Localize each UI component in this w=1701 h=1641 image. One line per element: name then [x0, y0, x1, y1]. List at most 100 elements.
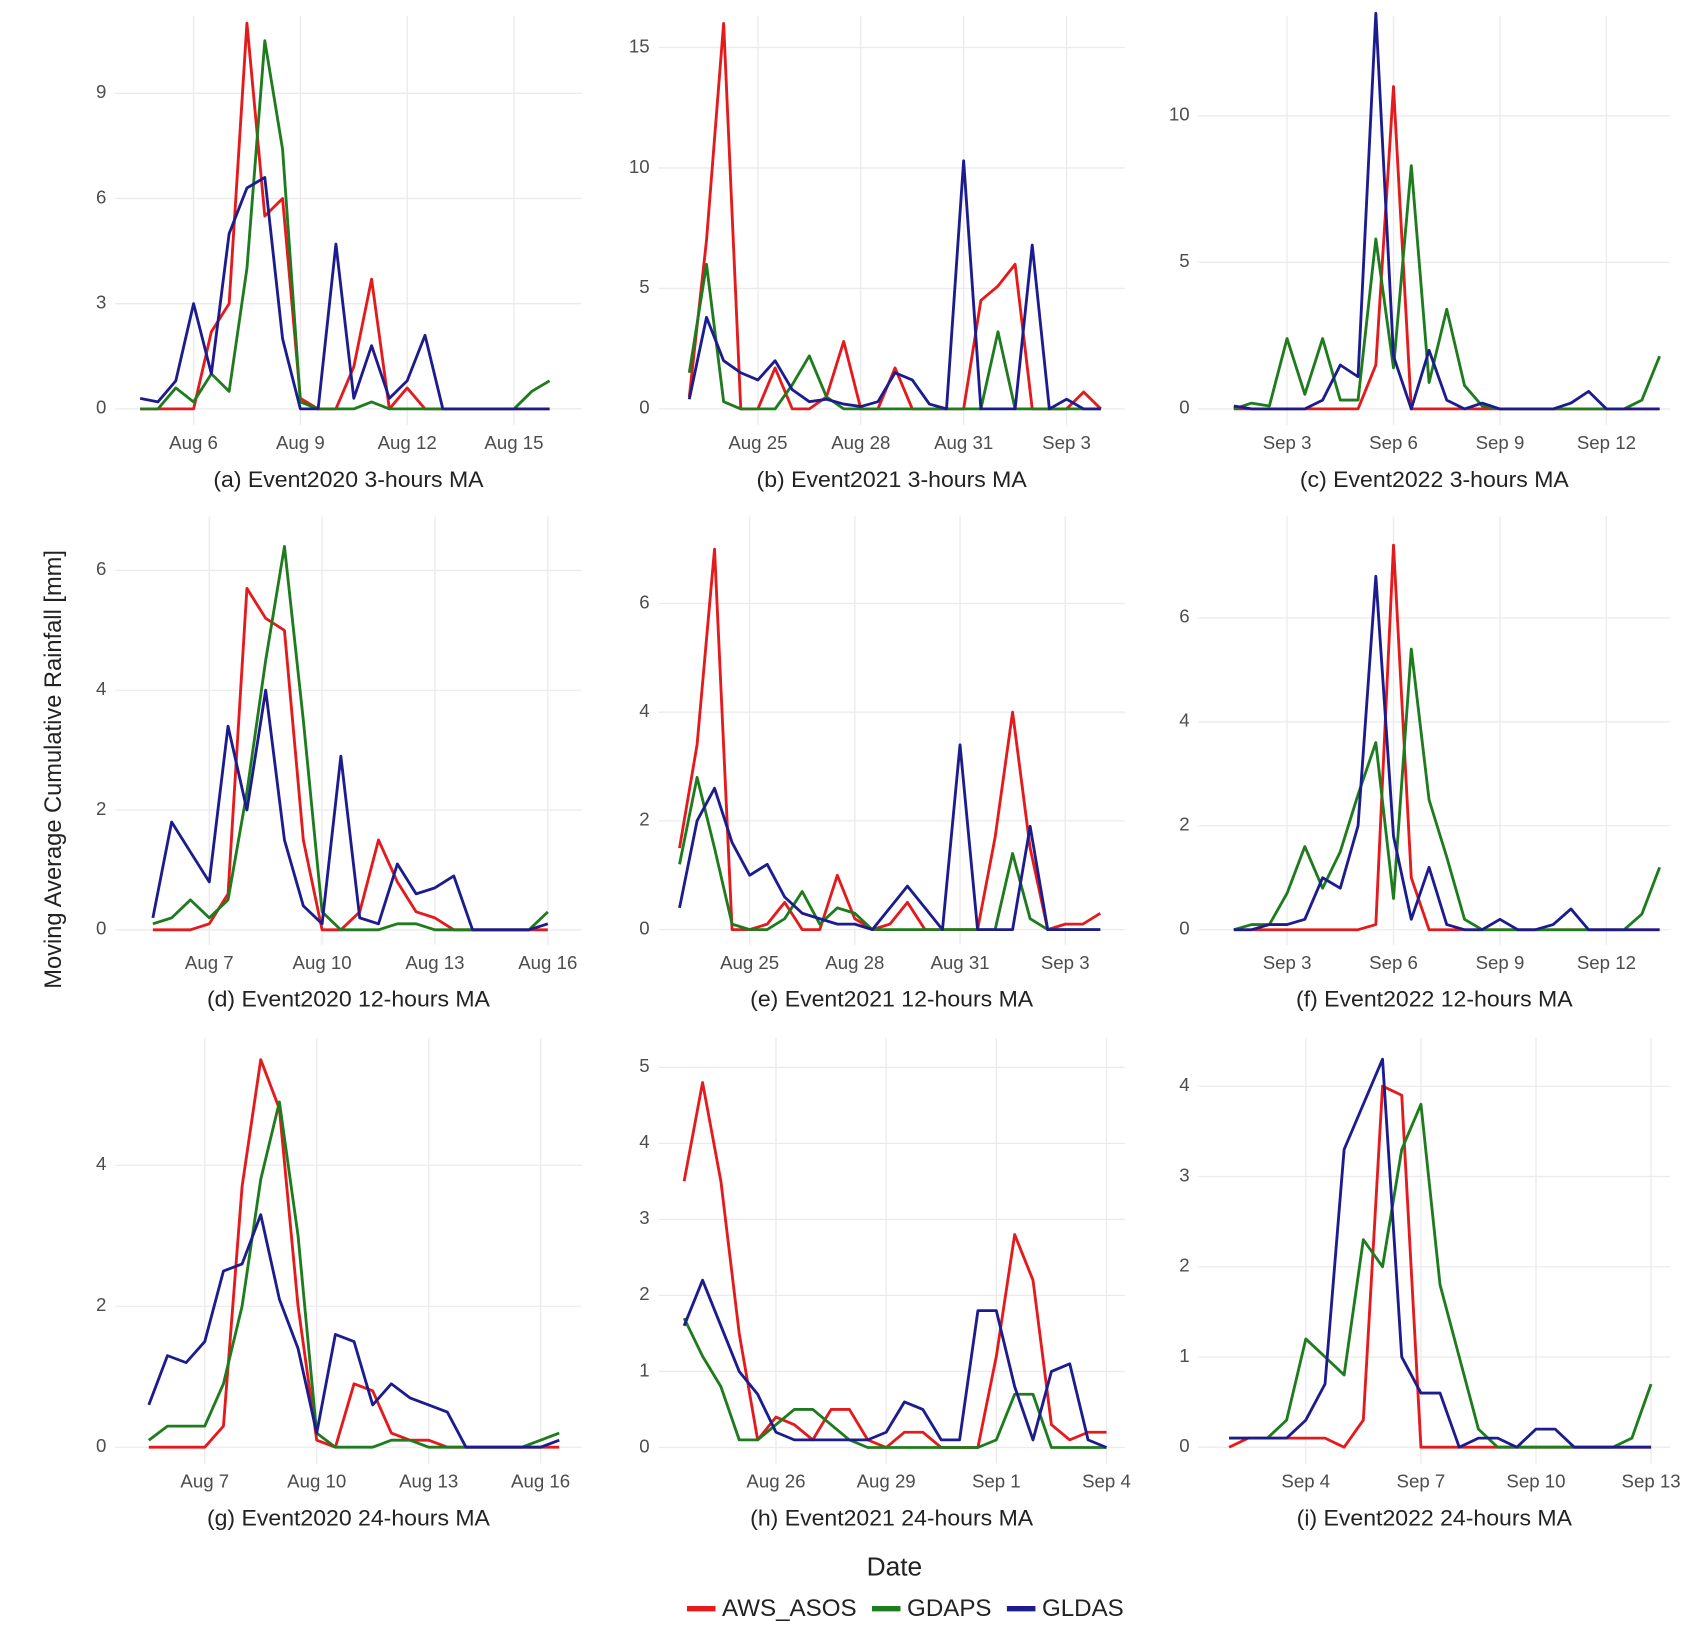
x-tick-label: Sep 4: [1281, 1471, 1330, 1492]
y-tick-label: 0: [639, 918, 649, 939]
x-tick-label: Sep 10: [1506, 1471, 1565, 1492]
y-tick-label: 0: [96, 397, 106, 418]
y-tick-label: 1: [1179, 1345, 1189, 1366]
series-line: [687, 262, 1101, 411]
y-tick-label: 6: [96, 558, 106, 579]
x-tick-label: Sep 12: [1577, 432, 1636, 453]
x-tick-label: Aug 13: [405, 952, 464, 973]
x-tick-label: Sep 3: [1042, 432, 1091, 453]
x-tick-label: Aug 9: [276, 432, 325, 453]
y-tick-label: 5: [639, 1055, 649, 1076]
y-tick-label: 10: [629, 156, 650, 177]
x-tick-label: Sep 7: [1397, 1471, 1446, 1492]
y-tick-label: 0: [1179, 1435, 1189, 1456]
y-tick-label: 0: [639, 1435, 649, 1456]
y-tick-label: 10: [1169, 104, 1190, 125]
x-tick-label: Aug 25: [728, 432, 787, 453]
y-tick-label: 5: [639, 276, 649, 297]
y-tick-label: 0: [1179, 918, 1189, 939]
y-tick-label: 5: [1179, 250, 1189, 271]
panel-caption: (g) Event2020 24-hours MA: [207, 1505, 491, 1531]
x-tick-label: Aug 28: [825, 952, 884, 973]
y-tick-label: 6: [639, 591, 649, 612]
y-tick-label: 0: [96, 1435, 106, 1456]
x-tick-label: Aug 31: [930, 952, 989, 973]
x-tick-label: Sep 4: [1082, 1471, 1131, 1492]
series-line: [678, 775, 1101, 932]
x-tick-label: Sep 13: [1622, 1471, 1681, 1492]
series-line: [678, 743, 1101, 932]
y-tick-label: 4: [1179, 710, 1189, 731]
y-tick-label: 15: [629, 35, 650, 56]
legend-label: GLDAS: [1042, 1595, 1124, 1622]
legend-label: GDAPS: [907, 1595, 991, 1622]
series-line: [1229, 1057, 1652, 1449]
x-tick-label: Sep 6: [1369, 952, 1418, 973]
x-tick-label: Aug 15: [484, 432, 543, 453]
x-tick-label: Aug 16: [518, 952, 577, 973]
x-tick-label: Aug 7: [180, 1471, 229, 1492]
x-tick-label: Aug 31: [934, 432, 993, 453]
series-line: [682, 1081, 1107, 1449]
panel-caption: (h) Event2021 24-hours MA: [750, 1505, 1034, 1531]
x-axis-label: Date: [867, 1552, 923, 1582]
x-tick-label: Aug 13: [399, 1471, 458, 1492]
panel-caption: (b) Event2021 3-hours MA: [757, 466, 1028, 492]
y-tick-label: 4: [96, 678, 106, 699]
x-tick-label: Aug 10: [293, 952, 352, 973]
legend-label: AWS_ASOS: [722, 1595, 857, 1622]
y-tick-label: 4: [96, 1153, 106, 1174]
x-tick-label: Aug 7: [185, 952, 234, 973]
y-tick-label: 2: [1179, 814, 1189, 835]
y-tick-label: 6: [1179, 606, 1189, 627]
panel-caption: (f) Event2022 12-hours MA: [1296, 986, 1573, 1012]
y-tick-label: 3: [1179, 1164, 1189, 1185]
x-tick-label: Sep 1: [972, 1471, 1021, 1492]
x-tick-label: Sep 3: [1263, 432, 1312, 453]
x-tick-label: Sep 6: [1369, 432, 1418, 453]
y-tick-label: 2: [96, 1294, 106, 1315]
x-tick-label: Aug 6: [169, 432, 218, 453]
series-line: [682, 1278, 1108, 1449]
x-tick-label: Sep 12: [1577, 952, 1636, 973]
x-tick-label: Aug 12: [378, 432, 437, 453]
x-tick-label: Aug 26: [746, 1471, 805, 1492]
x-tick-label: Sep 9: [1476, 952, 1525, 973]
y-tick-label: 2: [639, 1283, 649, 1304]
series-line: [139, 176, 550, 411]
y-axis-label: Moving Average Cumulative Rainfall [mm]: [40, 550, 67, 989]
legend: AWS_ASOS GDAPS GLDAS: [686, 1595, 1124, 1622]
y-tick-label: 2: [96, 798, 106, 819]
series-line: [1233, 164, 1661, 411]
y-tick-label: 0: [1179, 397, 1189, 418]
panel-caption: (e) Event2021 12-hours MA: [750, 986, 1034, 1012]
y-tick-label: 9: [96, 81, 106, 102]
x-tick-label: Aug 16: [511, 1471, 570, 1492]
series-line: [687, 159, 1101, 411]
series-line: [682, 1317, 1107, 1449]
series-line: [151, 688, 549, 932]
panel-caption: (c) Event2022 3-hours MA: [1300, 466, 1570, 492]
series-line: [147, 1213, 560, 1449]
panel-caption: (a) Event2020 3-hours MA: [213, 466, 484, 492]
y-tick-label: 2: [639, 809, 649, 830]
y-tick-label: 1: [639, 1359, 649, 1380]
x-tick-label: Sep 3: [1041, 952, 1090, 973]
panel-caption: (i) Event2022 24-hours MA: [1297, 1505, 1573, 1531]
y-tick-label: 0: [96, 918, 106, 939]
y-tick-label: 4: [1179, 1074, 1189, 1095]
x-tick-label: Aug 10: [287, 1471, 346, 1492]
y-tick-label: 4: [639, 1131, 649, 1152]
x-tick-label: Aug 25: [720, 952, 779, 973]
x-tick-label: Aug 29: [857, 1471, 916, 1492]
y-tick-label: 4: [639, 700, 649, 721]
y-tick-label: 3: [96, 292, 106, 313]
x-tick-label: Sep 3: [1263, 952, 1312, 973]
y-tick-label: 2: [1179, 1255, 1189, 1276]
panel-caption: (d) Event2020 12-hours MA: [207, 986, 491, 1012]
series-line: [1233, 11, 1660, 411]
y-tick-label: 0: [639, 397, 649, 418]
series-line: [1233, 574, 1660, 932]
